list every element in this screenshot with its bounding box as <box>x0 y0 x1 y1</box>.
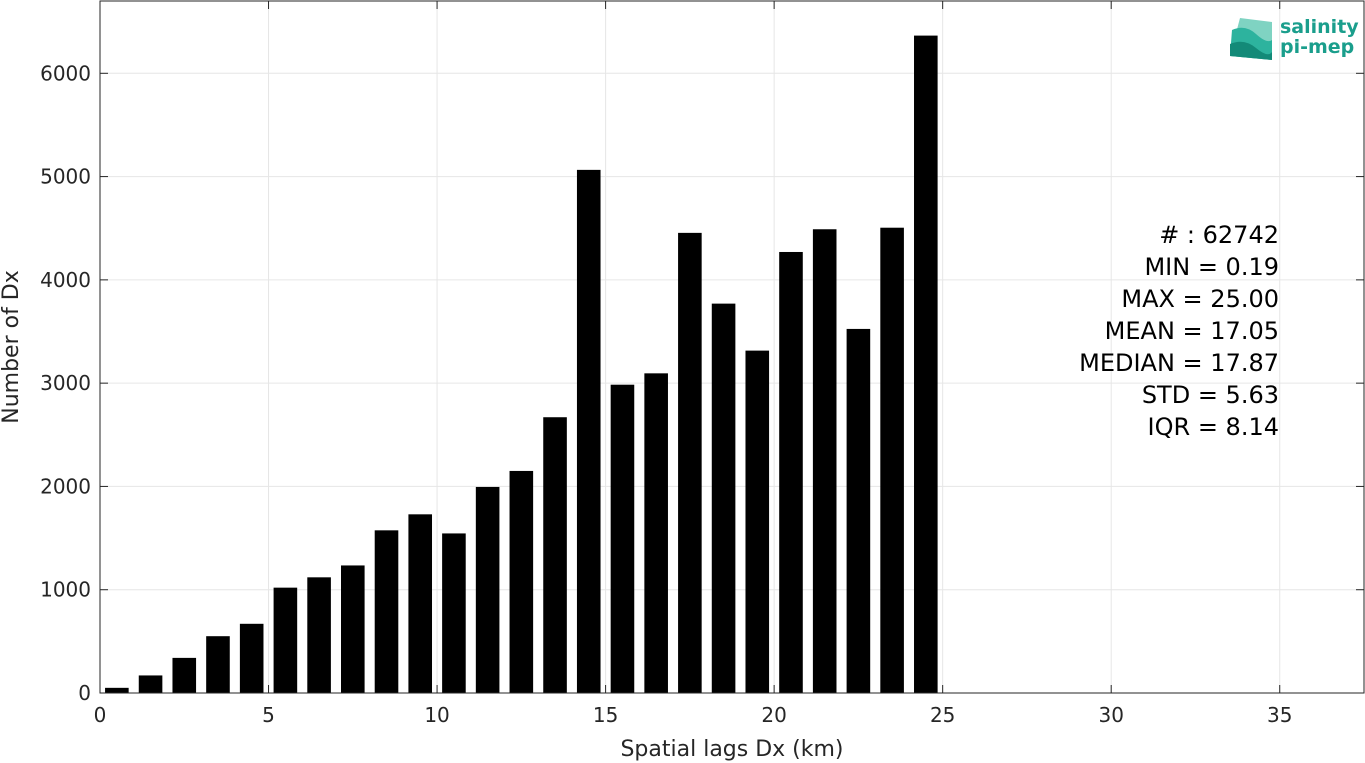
bar <box>678 232 702 693</box>
x-tick-label: 10 <box>424 703 449 727</box>
bar <box>880 227 904 693</box>
y-tick-label: 1000 <box>40 578 91 602</box>
bar <box>543 417 567 693</box>
x-tick-label: 0 <box>94 703 107 727</box>
bars-layer <box>105 35 938 694</box>
x-tick-label: 35 <box>1267 703 1292 727</box>
bar <box>576 169 601 693</box>
bar <box>509 470 534 693</box>
stats-line: MEDIAN = 17.87 <box>1079 349 1279 377</box>
bar <box>408 514 433 693</box>
x-tick-label: 25 <box>930 703 955 727</box>
salinity-pimep-logo: salinity pi-mep <box>1230 16 1359 60</box>
y-tick-label: 6000 <box>40 61 91 85</box>
bar <box>812 229 837 693</box>
ticks-layer: 0 5 10 15 20 25 30 35 0 1000 2000 3000 4000 5000 6000 <box>40 1 1364 727</box>
y-tick-label: 2000 <box>40 474 91 498</box>
y-tick-label: 5000 <box>40 165 91 189</box>
stats-line: STD = 5.63 <box>1142 381 1279 409</box>
bar <box>442 533 466 693</box>
bar <box>206 636 230 693</box>
x-tick-label: 15 <box>593 703 618 727</box>
bar <box>475 486 500 693</box>
bar <box>239 623 264 693</box>
bar <box>610 384 635 693</box>
bar <box>711 303 736 693</box>
x-tick-label: 30 <box>1098 703 1123 727</box>
x-tick-label: 20 <box>761 703 786 727</box>
logo-waves-icon <box>1230 18 1272 60</box>
bar <box>914 35 938 694</box>
stats-line: MIN = 0.19 <box>1144 253 1279 281</box>
stats-line: IQR = 8.14 <box>1148 413 1279 441</box>
y-tick-label: 0 <box>78 681 91 705</box>
y-axis-label: Number of Dx <box>0 270 24 424</box>
bar <box>105 687 129 693</box>
bar <box>374 530 399 693</box>
bar <box>644 373 668 693</box>
logo-text-pimep: pi-mep <box>1280 36 1354 58</box>
stats-line: # : 62742 <box>1159 221 1279 249</box>
bar <box>172 657 197 693</box>
axes-box <box>99 0 1365 694</box>
x-axis-label: Spatial lags Dx (km) <box>620 737 843 762</box>
bar <box>745 350 770 693</box>
logo-text-salinity: salinity <box>1280 16 1359 38</box>
stats-box: # : 62742 MIN = 0.19 MAX = 25.00 MEAN = 17.… <box>1079 221 1279 441</box>
bar <box>273 587 298 693</box>
grid-layer <box>99 1 1364 694</box>
x-tick-label: 5 <box>262 703 275 727</box>
y-tick-label: 4000 <box>40 268 91 292</box>
stats-line: MEAN = 17.05 <box>1105 317 1279 345</box>
bar <box>779 251 803 693</box>
bar <box>341 565 365 693</box>
bar <box>846 328 871 693</box>
bar <box>138 675 163 693</box>
y-tick-label: 3000 <box>40 371 91 395</box>
bar <box>307 577 331 693</box>
stats-line: MAX = 25.00 <box>1121 285 1279 313</box>
